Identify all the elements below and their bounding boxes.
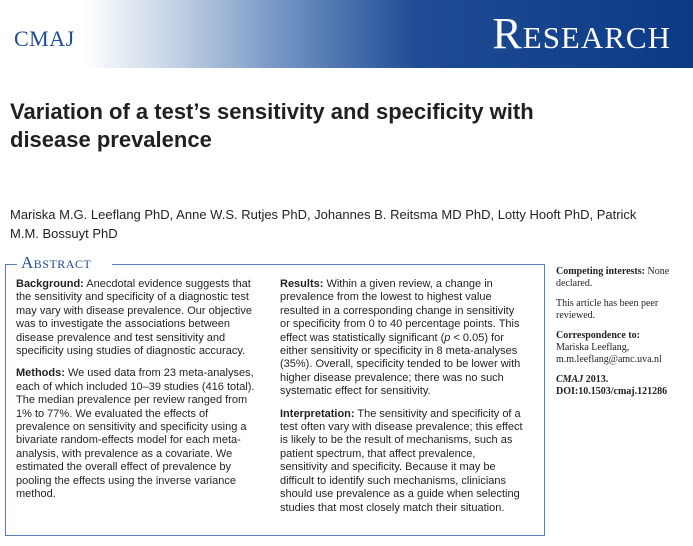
- background-label: Background:: [16, 278, 84, 290]
- results-text-1: Within a given review, a change in preva…: [280, 278, 520, 344]
- sidebar-notes: Competing interests: None declared. This…: [556, 266, 686, 406]
- abstract-column-left: Background: Anecdotal evidence suggests …: [16, 278, 261, 511]
- correspondence-label: Correspondence to:: [556, 330, 640, 341]
- background-paragraph: Background: Anecdotal evidence suggests …: [16, 278, 261, 358]
- results-label: Results:: [280, 278, 324, 290]
- background-text: Anecdotal evidence suggests that the sen…: [16, 278, 252, 358]
- citation-text[interactable]: 2013. DOI:10.1503/cmaj.121286: [556, 374, 668, 397]
- abstract-border-right: [112, 264, 545, 265]
- abstract-heading: Abstract: [21, 253, 92, 272]
- methods-text: We used data from 23 meta-analyses, each…: [16, 367, 255, 501]
- interpretation-label: Interpretation:: [280, 407, 355, 420]
- journal-logo[interactable]: CMAJ: [14, 26, 75, 51]
- header-banner: CMAJ Research: [0, 0, 693, 68]
- citation-journal: CMAJ: [556, 374, 584, 385]
- correspondence-name: Mariska Leeflang,: [556, 342, 630, 353]
- correspondence: Correspondence to: Mariska Leeflang, m.m…: [556, 330, 686, 366]
- p-value-symbol: p: [444, 331, 451, 344]
- author-list: Mariska M.G. Leeflang PhD, Anne W.S. Rut…: [10, 207, 637, 241]
- results-paragraph: Results: Within a given review, a change…: [280, 278, 525, 399]
- peer-review-note: This article has been peer reviewed.: [556, 298, 659, 321]
- section-title: Research: [492, 9, 671, 58]
- competing-text: None declared.: [556, 266, 670, 289]
- abstract-column-right: Results: Within a given review, a change…: [280, 278, 525, 524]
- interpretation-paragraph: Interpretation: The sensitivity and spec…: [280, 408, 525, 515]
- abstract-border-left: [5, 264, 17, 265]
- article-title: Variation of a test’s sensitivity and sp…: [10, 99, 534, 152]
- methods-paragraph: Methods: We used data from 23 meta-analy…: [16, 367, 261, 501]
- correspondence-email[interactable]: m.m.leeflang@amc.uva.nl: [556, 354, 662, 365]
- citation: CMAJ 2013. DOI:10.1503/cmaj.121286: [556, 374, 686, 398]
- abstract-box: [5, 264, 545, 536]
- methods-label: Methods:: [16, 367, 65, 380]
- competing-label: Competing interests:: [556, 266, 645, 277]
- results-text-2: < 0.05) for either sensitivity or specif…: [280, 331, 521, 398]
- competing-interests: Competing interests: None declared.: [556, 266, 686, 290]
- interpretation-text: The sensitivity and specificity of a tes…: [280, 407, 523, 514]
